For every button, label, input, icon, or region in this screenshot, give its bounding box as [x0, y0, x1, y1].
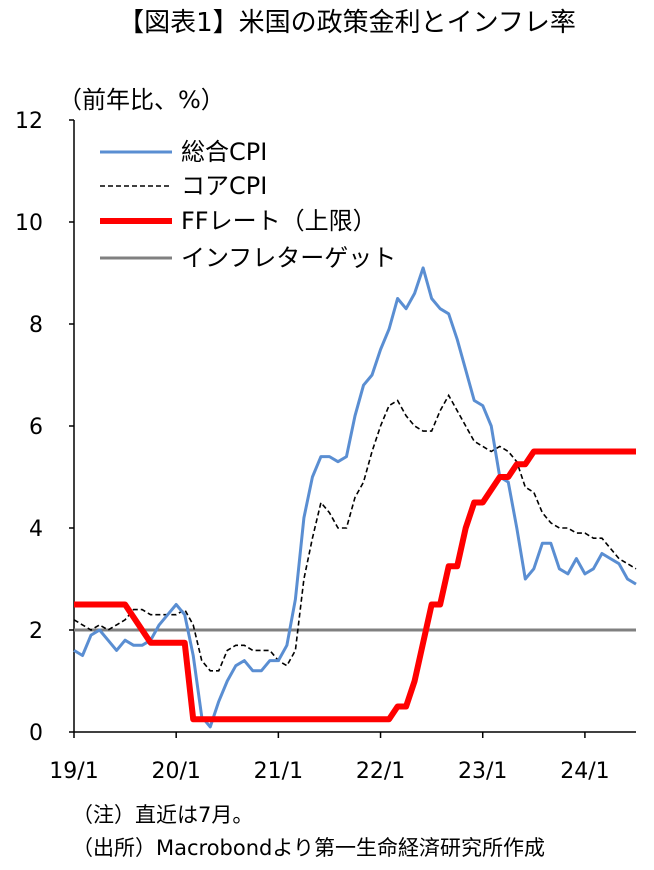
legend-label-headline-cpi: 総合CPI	[181, 138, 267, 166]
x-axis-ticks: 19/1 20/1 21/1 22/1 23/1 24/1	[49, 732, 610, 784]
y-tick-label: 6	[29, 415, 43, 440]
y-axis-ticks: 0 2 4 6 8 10 12	[15, 109, 74, 746]
ff-rate-line	[74, 448, 636, 723]
y-tick-label: 10	[15, 211, 43, 236]
y-tick-label: 2	[29, 619, 43, 644]
y-tick-label: 0	[29, 721, 43, 746]
x-tick-label: 24/1	[560, 759, 609, 784]
x-tick-label: 23/1	[458, 759, 507, 784]
legend-item-inflation-target: インフレターゲット	[100, 244, 396, 272]
source-text: （出所）Macrobondより第一生命経済研究所作成	[72, 836, 545, 860]
x-tick-label: 21/1	[254, 759, 303, 784]
plot-lines	[73, 266, 637, 729]
legend-item-ff-rate: FFレート（上限）	[100, 207, 377, 235]
note-text: （注）直近は7月。	[72, 803, 253, 827]
y-tick-label: 4	[29, 517, 43, 542]
legend-label-ff-rate: FFレート（上限）	[181, 207, 377, 235]
x-tick-label: 19/1	[49, 759, 98, 784]
chart-title: 【図表1】米国の政策金利とインフレ率	[118, 8, 576, 38]
x-tick-label: 20/1	[151, 759, 200, 784]
y-axis-label: （前年比、%）	[58, 86, 225, 114]
legend-label-core-cpi: コアCPI	[181, 172, 267, 200]
legend: 総合CPI コアCPI FFレート（上限） インフレターゲット	[100, 138, 396, 272]
legend-item-core-cpi: コアCPI	[100, 172, 267, 200]
headline-cpi-line	[73, 266, 637, 729]
x-tick-label: 22/1	[356, 759, 405, 784]
legend-item-headline-cpi: 総合CPI	[100, 138, 267, 166]
legend-label-inflation-target: インフレターゲット	[181, 244, 396, 272]
y-tick-label: 12	[15, 109, 43, 134]
y-tick-label: 8	[29, 313, 43, 338]
